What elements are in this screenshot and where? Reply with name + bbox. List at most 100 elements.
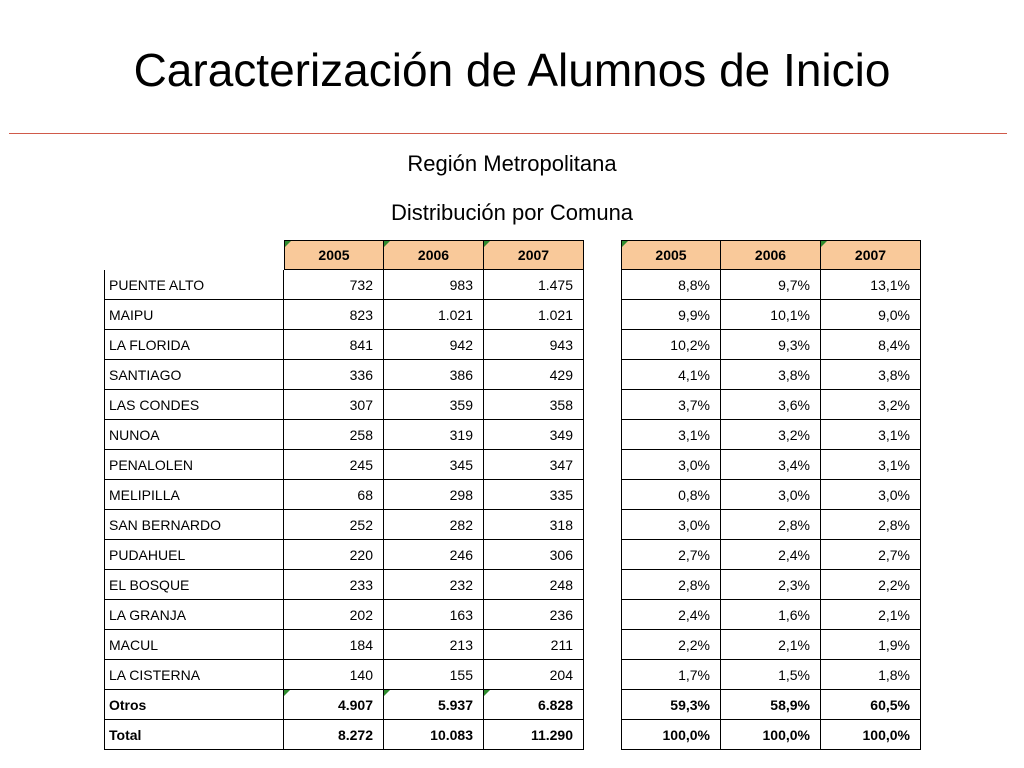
commune-name: NUNOA <box>104 420 284 450</box>
student-count-cell: 233 <box>284 570 384 600</box>
student-count-cell: 184 <box>284 630 384 660</box>
percentage-cell: 2,7% <box>821 540 921 570</box>
commune-name: LAS CONDES <box>104 390 284 420</box>
student-count-cell: 4.907 <box>284 690 384 720</box>
column-gap <box>584 630 621 660</box>
percentage-cell: 2,2% <box>821 570 921 600</box>
student-count-cell: 942 <box>384 330 484 360</box>
distribution-subtitle: Distribución por Comuna <box>390 200 634 225</box>
percentage-cell: 2,4% <box>621 600 721 630</box>
student-count-cell: 347 <box>484 450 584 480</box>
percentage-cell: 3,1% <box>821 420 921 450</box>
percentage-cell: 3,0% <box>621 450 721 480</box>
student-count-cell: 335 <box>484 480 584 510</box>
student-count-cell: 8.272 <box>284 720 384 750</box>
header-corner <box>104 240 284 270</box>
column-gap <box>584 390 621 420</box>
percentage-cell: 2,7% <box>621 540 721 570</box>
column-gap <box>584 660 621 690</box>
commune-name: PUDAHUEL <box>104 540 284 570</box>
student-count-cell: 732 <box>284 270 384 300</box>
student-count-cell: 1.021 <box>384 300 484 330</box>
student-count-cell: 943 <box>484 330 584 360</box>
percentage-cell: 2,8% <box>721 510 821 540</box>
percentage-cell: 1,8% <box>821 660 921 690</box>
column-gap <box>584 420 621 450</box>
percentage-cell: 3,1% <box>821 450 921 480</box>
percentage-cell: 59,3% <box>621 690 721 720</box>
student-count-cell: 258 <box>284 420 384 450</box>
page-title: Caracterización de Alumnos de Inicio <box>133 44 891 96</box>
pct-year-header: 2005 <box>621 240 721 270</box>
percentage-cell: 3,7% <box>621 390 721 420</box>
percentage-cell: 3,6% <box>721 390 821 420</box>
student-count-cell: 386 <box>384 360 484 390</box>
student-count-cell: 282 <box>384 510 484 540</box>
region-subtitle: Región Metropolitana <box>407 151 617 176</box>
commune-name: MACUL <box>104 630 284 660</box>
student-count-cell: 429 <box>484 360 584 390</box>
student-count-cell: 140 <box>284 660 384 690</box>
student-count-cell: 983 <box>384 270 484 300</box>
commune-distribution-table: 2005 2006 2007 2005 2006 2007 PUENTE ALTO 732 98… <box>104 240 921 750</box>
student-count-cell: 248 <box>484 570 584 600</box>
student-count-cell: 6.828 <box>484 690 584 720</box>
percentage-cell: 3,0% <box>821 480 921 510</box>
student-count-cell: 236 <box>484 600 584 630</box>
percentage-cell: 3,2% <box>821 390 921 420</box>
column-gap <box>584 300 621 330</box>
commune-name: LA GRANJA <box>104 600 284 630</box>
student-count-cell: 204 <box>484 660 584 690</box>
percentage-cell: 10,1% <box>721 300 821 330</box>
percentage-cell: 3,0% <box>721 480 821 510</box>
column-gap <box>584 450 621 480</box>
commune-name: LA CISTERNA <box>104 660 284 690</box>
percentage-cell: 0,8% <box>621 480 721 510</box>
percentage-cell: 2,1% <box>821 600 921 630</box>
percentage-cell: 3,8% <box>821 360 921 390</box>
percentage-cell: 3,1% <box>621 420 721 450</box>
student-count-cell: 5.937 <box>384 690 484 720</box>
percentage-cell: 8,4% <box>821 330 921 360</box>
column-gap <box>584 270 621 300</box>
commune-name: MELIPILLA <box>104 480 284 510</box>
student-count-cell: 246 <box>384 540 484 570</box>
student-count-cell: 213 <box>384 630 484 660</box>
student-count-cell: 155 <box>384 660 484 690</box>
student-count-cell: 245 <box>284 450 384 480</box>
student-count-cell: 359 <box>384 390 484 420</box>
percentage-cell: 4,1% <box>621 360 721 390</box>
column-gap <box>584 480 621 510</box>
pct-year-header: 2007 <box>821 240 921 270</box>
percentage-cell: 9,0% <box>821 300 921 330</box>
student-count-cell: 318 <box>484 510 584 540</box>
percentage-cell: 2,8% <box>821 510 921 540</box>
student-count-cell: 358 <box>484 390 584 420</box>
column-gap <box>584 360 621 390</box>
percentage-cell: 10,2% <box>621 330 721 360</box>
percentage-cell: 1,5% <box>721 660 821 690</box>
student-count-cell: 163 <box>384 600 484 630</box>
count-year-header: 2005 <box>284 240 384 270</box>
commune-name: EL BOSQUE <box>104 570 284 600</box>
pct-year-header: 2006 <box>721 240 821 270</box>
percentage-cell: 3,2% <box>721 420 821 450</box>
commune-name: LA FLORIDA <box>104 330 284 360</box>
percentage-cell: 1,6% <box>721 600 821 630</box>
percentage-cell: 13,1% <box>821 270 921 300</box>
commune-name: Otros <box>104 690 284 720</box>
student-count-cell: 1.475 <box>484 270 584 300</box>
percentage-cell: 1,9% <box>821 630 921 660</box>
percentage-cell: 3,8% <box>721 360 821 390</box>
column-gap <box>584 570 621 600</box>
percentage-cell: 2,1% <box>721 630 821 660</box>
percentage-cell: 100,0% <box>621 720 721 750</box>
percentage-cell: 8,8% <box>621 270 721 300</box>
column-gap <box>584 540 621 570</box>
commune-name: PUENTE ALTO <box>104 270 284 300</box>
student-count-cell: 232 <box>384 570 484 600</box>
commune-name: Total <box>104 720 284 750</box>
student-count-cell: 1.021 <box>484 300 584 330</box>
student-count-cell: 319 <box>384 420 484 450</box>
student-count-cell: 307 <box>284 390 384 420</box>
